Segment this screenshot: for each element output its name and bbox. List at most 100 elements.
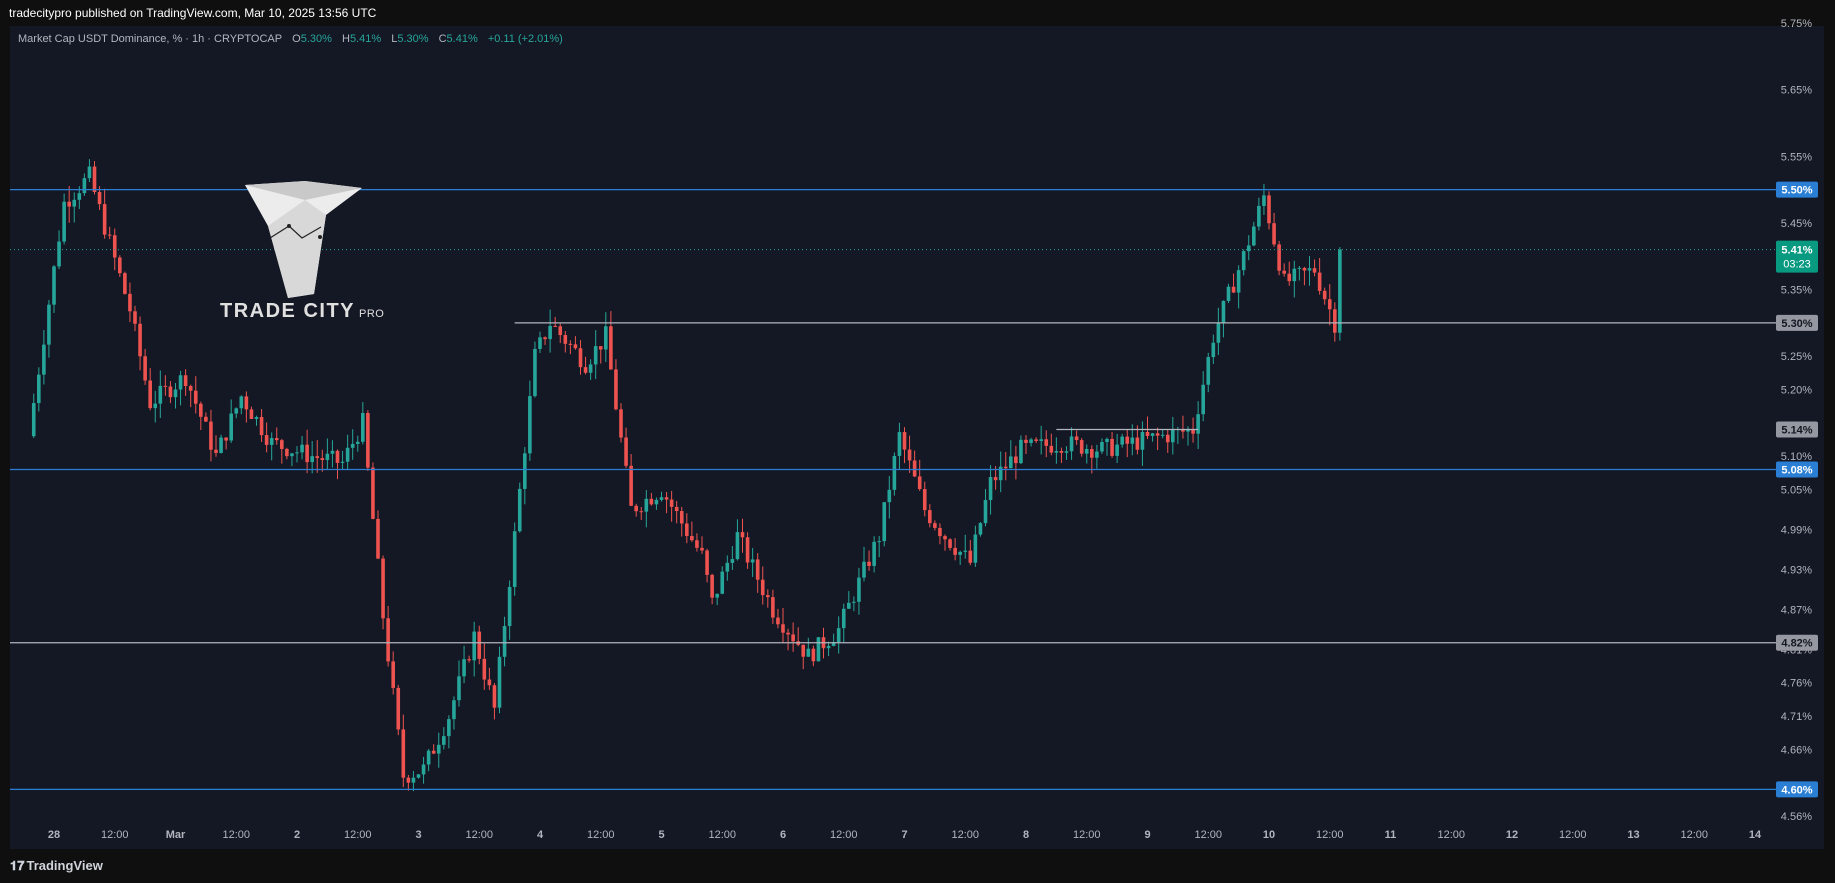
candle (953, 538, 957, 561)
candle (786, 628, 790, 651)
close-label: C (438, 33, 447, 45)
candle (1287, 261, 1292, 286)
candle (42, 329, 46, 385)
candle (619, 403, 623, 443)
candle (239, 395, 244, 415)
candle (654, 497, 659, 510)
time-tick-label: 12:00 (101, 829, 129, 841)
level-price-label: 5.50% (1781, 185, 1812, 197)
candle (204, 412, 208, 422)
candle (922, 481, 927, 517)
candle (1039, 425, 1043, 455)
candle (1059, 447, 1064, 464)
candle (1024, 435, 1028, 455)
candle (968, 540, 973, 566)
change-value: +0.11 (+2.01%) (487, 33, 563, 45)
candle (553, 316, 557, 328)
candle (452, 696, 456, 730)
candle (1034, 437, 1038, 443)
candle (781, 607, 785, 644)
candle (72, 192, 77, 223)
candle (62, 193, 66, 245)
candle (958, 550, 962, 565)
candle (138, 316, 142, 371)
level-price-label: 5.14% (1781, 424, 1812, 436)
tradingview-logo[interactable]: 𝟏𝟕 TradingView (10, 858, 103, 874)
candle (1125, 429, 1130, 458)
publish-line: tradecitypro published on TradingView.co… (9, 6, 377, 20)
candle (1312, 259, 1317, 277)
candle (533, 341, 537, 398)
price-tick-label: 5.25% (1781, 351, 1812, 363)
time-tick-label: 8 (1023, 829, 1029, 841)
candle (123, 271, 127, 295)
footer-bar (0, 849, 1835, 883)
level-price-badge: 5.30% (1776, 314, 1818, 331)
candle (857, 567, 861, 615)
level-price-badge: 5.14% (1776, 421, 1818, 438)
candle (386, 605, 390, 667)
chart-area[interactable] (10, 26, 1824, 849)
candle (285, 447, 289, 460)
candle (1241, 249, 1246, 276)
candle (305, 429, 309, 474)
candle (512, 522, 517, 596)
level-price-label: 4.82% (1781, 638, 1812, 650)
candle (153, 390, 158, 423)
candle (310, 441, 314, 474)
candle (710, 573, 714, 605)
footer-brand: TradingView (26, 858, 103, 873)
candle (477, 625, 482, 665)
candle (735, 519, 740, 561)
time-tick-label: 11 (1385, 829, 1397, 841)
time-tick-label: 7 (901, 829, 907, 841)
trade-city-watermark: TRADE CITY PRO (220, 300, 384, 323)
candle (583, 356, 588, 375)
candle (219, 434, 223, 454)
candle (1049, 433, 1054, 456)
time-tick-label: 12:00 (1559, 829, 1587, 841)
candle (376, 510, 380, 560)
price-tick-label: 5.20% (1781, 385, 1812, 397)
candle (629, 454, 633, 507)
candle (882, 502, 887, 547)
candle (57, 230, 61, 270)
candle (31, 393, 36, 439)
time-tick-label: 6 (780, 829, 786, 841)
candle (1211, 334, 1216, 364)
watermark-suffix: PRO (359, 308, 385, 320)
candle (1003, 452, 1008, 481)
candle (1221, 300, 1226, 338)
candle (325, 438, 330, 470)
candle (1317, 258, 1322, 295)
time-tick-label: 12 (1506, 829, 1518, 841)
candle (497, 646, 502, 714)
candle (315, 440, 320, 473)
candle (280, 438, 284, 464)
time-tick-label: 2 (294, 829, 300, 841)
candle (679, 506, 684, 537)
candle (183, 369, 188, 396)
candle (188, 384, 193, 408)
tradingview-icon: 𝟏𝟕 (10, 859, 25, 874)
candle (902, 427, 907, 464)
open-value: 5.30% (300, 33, 332, 45)
candle (492, 683, 497, 720)
candle (659, 491, 664, 502)
candle (776, 608, 780, 629)
candle (1064, 446, 1069, 460)
price-tick-label: 4.99% (1781, 524, 1812, 536)
candle (558, 323, 563, 344)
candle (740, 518, 745, 553)
candle (264, 422, 269, 453)
symbol-name[interactable]: Market Cap USDT Dominance, % · 1h · CRYP… (18, 33, 283, 45)
candle (917, 459, 922, 491)
price-tick-label: 4.76% (1781, 678, 1812, 690)
candle (973, 525, 978, 567)
price-tick-label: 5.10% (1781, 451, 1812, 463)
candle (796, 627, 800, 647)
candle (421, 756, 426, 784)
candle (674, 500, 679, 524)
candle (118, 255, 122, 277)
